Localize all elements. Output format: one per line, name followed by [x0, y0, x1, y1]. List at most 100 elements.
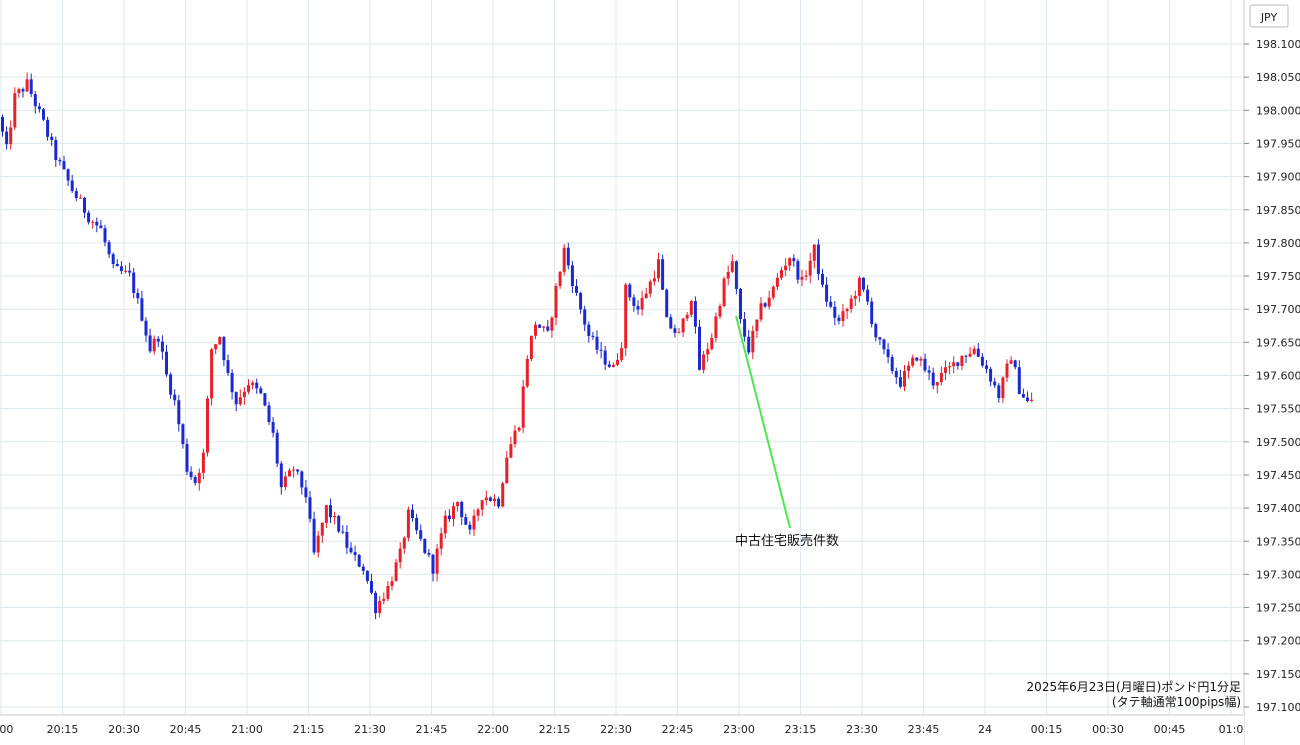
candle [119, 261, 123, 275]
candle-body [718, 306, 722, 317]
candle [886, 343, 890, 364]
candle [599, 342, 603, 359]
candle [525, 355, 529, 389]
candle-body [743, 319, 747, 337]
candle-body [230, 372, 234, 393]
candle [903, 364, 906, 392]
candle-body [952, 362, 956, 367]
candle-body [767, 297, 771, 307]
candle-body [853, 295, 857, 299]
candle [5, 126, 9, 150]
candle-body [923, 358, 927, 371]
candle-body [558, 271, 562, 286]
candle-body [283, 476, 287, 488]
candle [78, 194, 82, 199]
candle-body [54, 140, 58, 160]
candle [111, 252, 115, 269]
candle-body [411, 509, 414, 518]
candle-body [25, 79, 29, 92]
candle [439, 527, 443, 556]
candle-body [804, 275, 808, 277]
candle [583, 305, 587, 332]
candle-body [595, 336, 599, 350]
candle-body [279, 463, 283, 488]
candle [632, 294, 636, 312]
y-tick-label: 197.600 [1256, 370, 1300, 383]
candle-body [288, 470, 291, 477]
candle [685, 312, 689, 322]
candle [1017, 360, 1021, 395]
x-tick-label: 21:30 [354, 723, 386, 736]
candle [800, 269, 804, 287]
candle [156, 336, 160, 348]
candle [402, 536, 406, 554]
candle-body [17, 89, 21, 94]
candle [345, 525, 349, 554]
candle [230, 369, 234, 400]
candle-body [698, 326, 701, 370]
candle-body [575, 286, 578, 293]
candle [427, 549, 431, 558]
candle-body [247, 385, 250, 392]
candle [726, 265, 730, 286]
candle-body [747, 336, 751, 353]
candle [927, 365, 931, 381]
candle [542, 325, 546, 332]
candle [915, 357, 919, 362]
candle-body [177, 400, 181, 425]
candle [124, 265, 127, 274]
candle [521, 379, 525, 433]
candle-body [390, 581, 394, 586]
candle [730, 254, 734, 274]
candle [1001, 376, 1005, 403]
candle [255, 378, 259, 394]
candle [976, 343, 980, 358]
candle-body [33, 94, 37, 107]
candle [829, 295, 833, 309]
candle-body [374, 592, 378, 614]
candle [866, 284, 870, 305]
candle [788, 257, 792, 272]
candle-body [911, 357, 915, 366]
candle-body [607, 364, 611, 367]
candle [169, 372, 173, 399]
candle [140, 290, 144, 322]
candle-body [419, 530, 423, 539]
candle-body [587, 324, 591, 336]
candle-body [927, 370, 931, 373]
candle-body [784, 265, 788, 271]
candle-body [42, 109, 45, 120]
candle [587, 321, 591, 343]
candle [972, 345, 976, 356]
candle-body [960, 355, 964, 366]
candle [382, 592, 386, 605]
candle [681, 318, 685, 338]
candle [214, 344, 218, 355]
candle [874, 322, 878, 342]
candle-body [107, 242, 111, 255]
x-tick-label: 22:30 [600, 723, 632, 736]
x-tick-label: 00:45 [1154, 723, 1186, 736]
candle-body [181, 424, 185, 445]
candle-body [427, 552, 431, 555]
candle-body [624, 284, 628, 349]
candle [993, 377, 997, 388]
y-tick-label: 197.500 [1256, 436, 1300, 449]
candle [263, 392, 267, 407]
candle [677, 328, 681, 334]
candle [316, 530, 320, 558]
candle-body [197, 472, 201, 484]
candle-body [456, 501, 460, 507]
candle [497, 496, 501, 509]
candle [173, 389, 177, 406]
candle-body [870, 301, 874, 325]
candle [644, 287, 648, 299]
candle-body [5, 131, 9, 145]
candle-body [763, 303, 767, 307]
candle-body [1009, 360, 1013, 364]
candle [882, 338, 886, 355]
candle-body [509, 444, 513, 458]
candle-body [242, 391, 246, 398]
candle [406, 506, 410, 542]
y-tick-label: 197.650 [1256, 336, 1300, 349]
